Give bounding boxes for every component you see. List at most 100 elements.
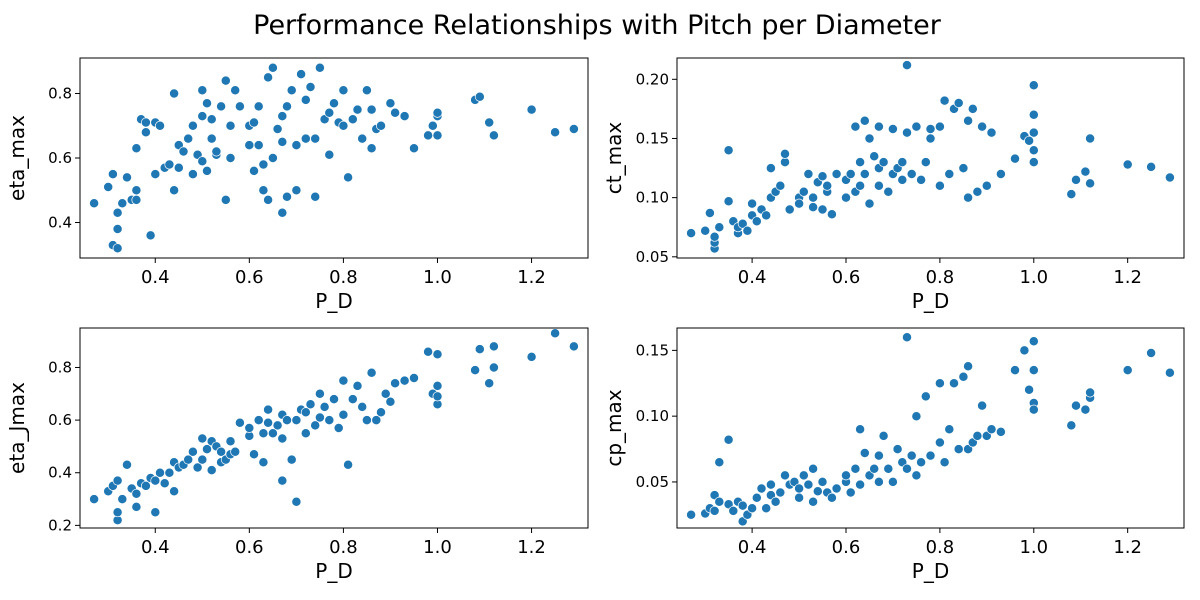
data-point xyxy=(352,104,363,115)
data-point xyxy=(263,417,274,428)
data-point xyxy=(1028,127,1039,138)
data-point xyxy=(934,121,945,132)
data-point xyxy=(399,111,410,122)
data-point xyxy=(803,479,814,490)
data-point xyxy=(1028,365,1039,376)
data-point xyxy=(794,198,805,209)
data-point xyxy=(249,117,259,128)
axes-frame xyxy=(676,327,1185,529)
data-point xyxy=(225,120,236,131)
data-point xyxy=(253,140,264,151)
data-point xyxy=(1010,153,1020,164)
data-point xyxy=(1066,189,1077,200)
data-point xyxy=(216,101,227,112)
data-point xyxy=(263,404,274,415)
data-point xyxy=(855,157,866,168)
data-point xyxy=(211,146,222,157)
data-point xyxy=(258,185,269,196)
data-point xyxy=(112,243,123,254)
y-tick-label: 0.15 xyxy=(636,129,669,147)
data-point xyxy=(850,463,861,474)
data-point xyxy=(272,124,283,134)
x-tick-label: 1.0 xyxy=(423,537,452,558)
data-point xyxy=(714,457,725,468)
data-point xyxy=(183,133,194,144)
data-point xyxy=(808,463,819,474)
data-point xyxy=(263,194,274,205)
data-point xyxy=(314,388,325,399)
x-tick-label: 1.2 xyxy=(517,267,546,288)
data-point xyxy=(343,459,354,470)
data-point xyxy=(550,328,561,339)
data-point xyxy=(756,483,767,494)
data-point xyxy=(474,344,485,355)
data-point xyxy=(709,505,720,516)
data-point xyxy=(780,470,790,481)
data-point xyxy=(150,475,161,486)
data-point xyxy=(1164,367,1175,378)
data-point xyxy=(112,207,123,218)
data-point xyxy=(972,186,983,197)
axes-frame xyxy=(79,327,589,529)
data-point xyxy=(343,172,354,183)
data-point xyxy=(902,463,912,474)
data-point xyxy=(169,486,180,497)
data-point xyxy=(338,85,349,96)
data-point xyxy=(432,380,443,391)
data-point xyxy=(526,351,537,362)
data-point xyxy=(314,412,325,423)
data-point xyxy=(385,396,396,407)
data-point xyxy=(873,476,884,487)
data-point xyxy=(310,133,321,144)
data-point xyxy=(432,391,443,402)
y-tick-label: 0.10 xyxy=(636,189,669,207)
data-point xyxy=(1146,348,1157,358)
data-point xyxy=(145,230,156,241)
data-point xyxy=(319,401,330,412)
subplot-cp-max: 0.4 0.6 0.8 1.0 1.2 0.05 0.10 0.15 P_D cp_max xyxy=(602,327,1185,583)
y-tick-label: 0.8 xyxy=(48,84,72,102)
data-point xyxy=(197,433,208,444)
data-point xyxy=(333,423,344,433)
data-point xyxy=(1085,133,1096,144)
data-point xyxy=(187,120,198,131)
data-point xyxy=(967,103,978,114)
data-point xyxy=(892,444,903,455)
x-tick-label: 0.8 xyxy=(926,267,955,288)
data-point xyxy=(282,101,292,112)
data-point xyxy=(897,157,908,168)
data-point xyxy=(249,165,259,176)
data-point xyxy=(329,98,339,109)
data-point xyxy=(920,391,931,402)
data-point xyxy=(526,104,537,115)
data-point xyxy=(995,169,1006,179)
data-point xyxy=(122,172,132,183)
data-point xyxy=(150,169,161,180)
data-point xyxy=(887,124,898,134)
data-point xyxy=(324,149,335,160)
data-point xyxy=(963,361,974,372)
data-point xyxy=(841,192,851,203)
data-point xyxy=(1122,365,1133,376)
y-tick-label: 0.05 xyxy=(636,248,669,266)
data-point xyxy=(831,169,842,179)
data-point xyxy=(568,124,579,134)
data-point xyxy=(808,496,819,507)
data-point xyxy=(1066,420,1077,431)
data-point xyxy=(314,62,325,73)
data-point xyxy=(794,483,805,494)
data-point xyxy=(112,224,123,234)
data-point xyxy=(808,202,819,213)
data-point xyxy=(169,185,180,196)
data-point xyxy=(206,465,217,476)
x-tick-label: 0.8 xyxy=(329,537,358,558)
data-point xyxy=(409,373,419,383)
data-point xyxy=(131,488,142,499)
data-point xyxy=(187,169,198,180)
data-point xyxy=(277,111,288,122)
data-point xyxy=(267,153,278,163)
y-tick-label: 0.8 xyxy=(48,358,72,376)
data-point xyxy=(225,153,236,163)
